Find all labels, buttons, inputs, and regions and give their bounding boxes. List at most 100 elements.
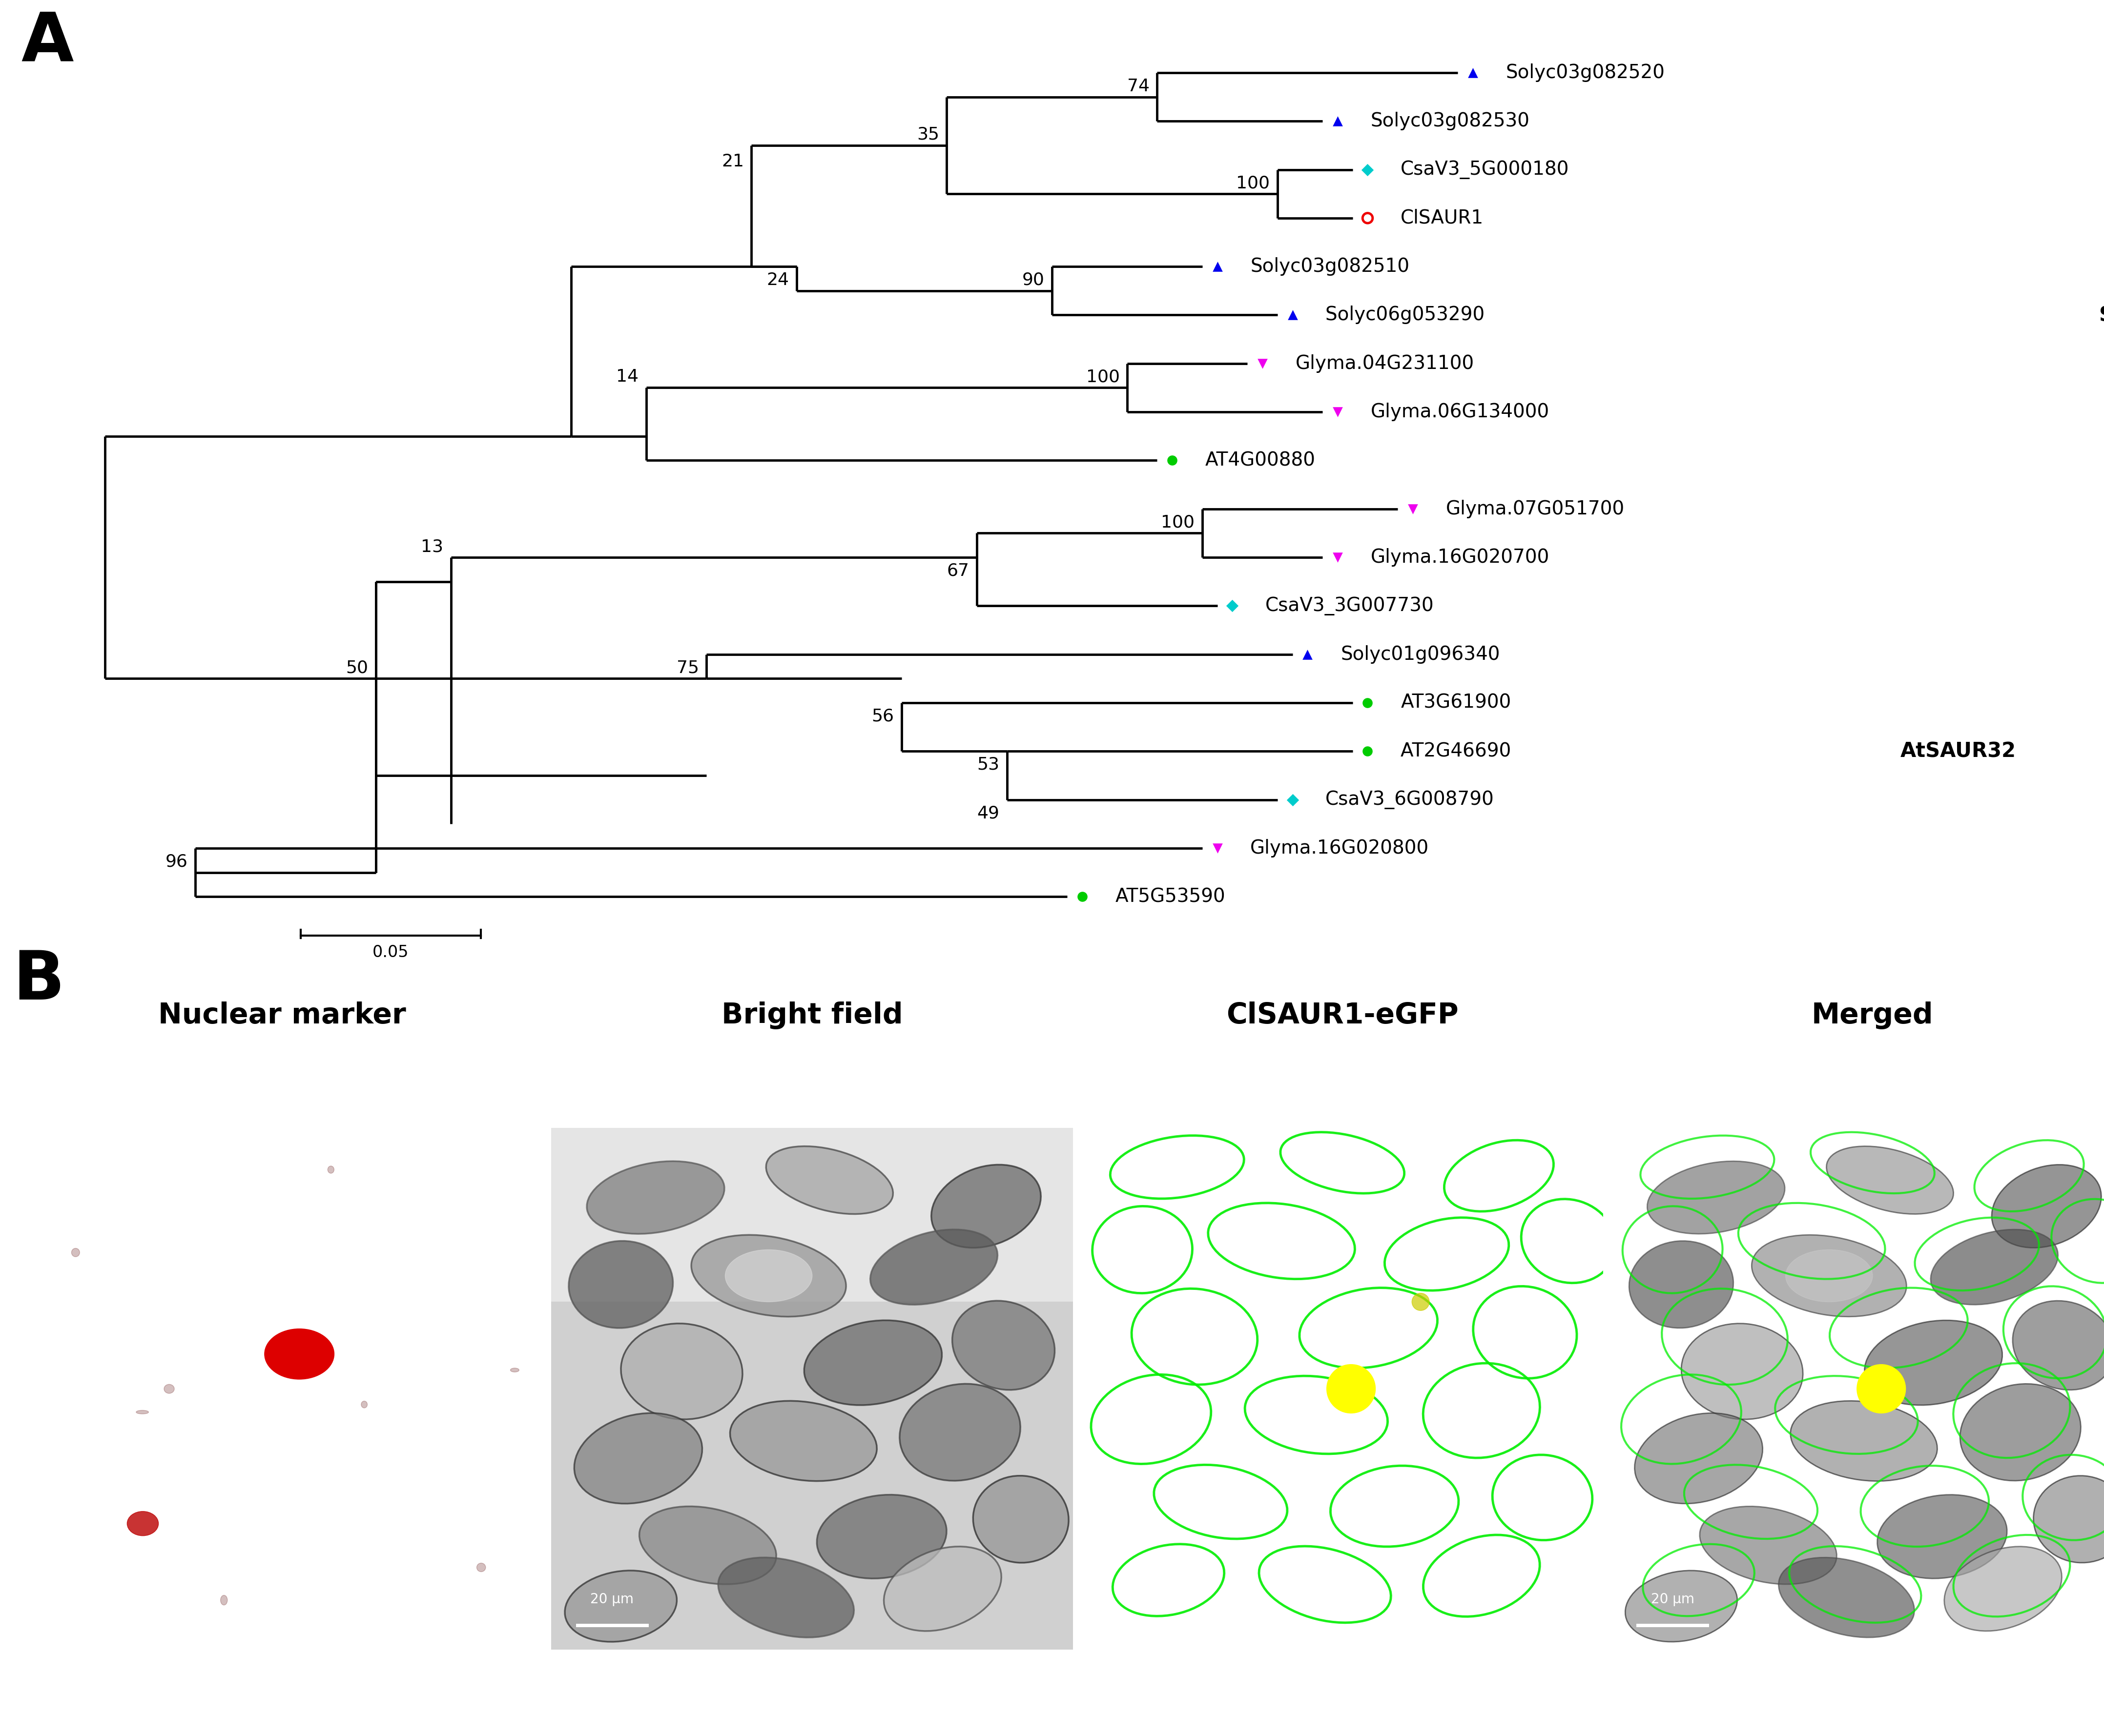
Ellipse shape — [2014, 1300, 2104, 1391]
Text: 49: 49 — [976, 806, 999, 821]
Ellipse shape — [1992, 1165, 2102, 1248]
Ellipse shape — [587, 1161, 724, 1234]
Text: AT4G00880: AT4G00880 — [1206, 451, 1315, 470]
Text: 90: 90 — [1023, 273, 1044, 288]
Text: 20 μm: 20 μm — [1652, 1592, 1694, 1606]
Text: AT2G46690: AT2G46690 — [1401, 741, 1517, 760]
Text: Solyc01g096340: Solyc01g096340 — [1340, 646, 1500, 663]
Point — [1201, 253, 1235, 281]
Point — [1216, 592, 1250, 620]
FancyBboxPatch shape — [551, 1128, 1073, 1302]
Ellipse shape — [164, 1384, 175, 1394]
Text: AT5G53590: AT5G53590 — [1115, 887, 1225, 906]
Ellipse shape — [574, 1413, 703, 1503]
Text: 13: 13 — [421, 538, 444, 556]
Ellipse shape — [1635, 1413, 1763, 1503]
Ellipse shape — [717, 1557, 854, 1637]
Text: 100: 100 — [1161, 514, 1195, 531]
Text: 74: 74 — [1128, 78, 1149, 94]
Text: CsaV3_6G008790: CsaV3_6G008790 — [1326, 790, 1494, 809]
Text: Nuclear marker: Nuclear marker — [158, 1002, 406, 1029]
Ellipse shape — [871, 1229, 997, 1305]
Point — [1321, 398, 1355, 425]
Ellipse shape — [640, 1507, 776, 1585]
Ellipse shape — [1961, 1384, 2081, 1481]
Ellipse shape — [1791, 1401, 1938, 1481]
Text: 20 μm: 20 μm — [1121, 1592, 1164, 1606]
Point — [1321, 543, 1355, 571]
Text: 0.05: 0.05 — [372, 944, 408, 960]
Ellipse shape — [692, 1234, 846, 1316]
Ellipse shape — [884, 1547, 1002, 1632]
Text: 53: 53 — [976, 757, 999, 773]
Text: Merged: Merged — [1812, 1002, 1934, 1029]
Point — [1290, 641, 1323, 668]
Point — [1275, 300, 1309, 328]
Text: B: B — [13, 948, 65, 1014]
Point — [1201, 835, 1235, 863]
Point — [1395, 495, 1429, 523]
Text: 75: 75 — [675, 660, 699, 675]
Text: 56: 56 — [871, 708, 894, 724]
Ellipse shape — [621, 1323, 743, 1420]
Text: Solyc06g053290: Solyc06g053290 — [1326, 306, 1492, 325]
Text: 67: 67 — [947, 562, 970, 580]
Text: 20 μm: 20 μm — [61, 1592, 103, 1606]
Ellipse shape — [221, 1595, 227, 1606]
Text: 50: 50 — [345, 660, 368, 675]
Ellipse shape — [1786, 1250, 1873, 1302]
Text: Glyma.16G020800: Glyma.16G020800 — [1250, 838, 1429, 858]
Point — [1351, 689, 1384, 717]
Text: AtSAUR32: AtSAUR32 — [1900, 741, 2016, 762]
Text: Glyma.07G051700: Glyma.07G051700 — [1445, 500, 1624, 517]
Ellipse shape — [1877, 1495, 2007, 1578]
Ellipse shape — [730, 1401, 877, 1481]
Text: 14: 14 — [616, 368, 640, 385]
Text: 20 μm: 20 μm — [591, 1592, 633, 1606]
Text: 24: 24 — [766, 273, 789, 288]
Ellipse shape — [1700, 1507, 1837, 1585]
Ellipse shape — [1681, 1323, 1803, 1420]
Ellipse shape — [1647, 1161, 1784, 1234]
Text: Glyma.16G020700: Glyma.16G020700 — [1370, 549, 1549, 566]
Ellipse shape — [1753, 1234, 1906, 1316]
FancyBboxPatch shape — [551, 1302, 1073, 1649]
Ellipse shape — [1624, 1571, 1738, 1642]
Text: Glyma.04G231100: Glyma.04G231100 — [1296, 354, 1475, 373]
Text: CsaV3_3G007730: CsaV3_3G007730 — [1265, 597, 1435, 615]
Ellipse shape — [328, 1167, 335, 1174]
Ellipse shape — [1826, 1146, 1953, 1213]
Text: CsaV3_5G000180: CsaV3_5G000180 — [1401, 160, 1570, 179]
Circle shape — [1412, 1293, 1429, 1311]
Ellipse shape — [972, 1476, 1069, 1562]
Ellipse shape — [726, 1250, 812, 1302]
Text: 35: 35 — [917, 127, 938, 142]
Text: 100: 100 — [1086, 368, 1119, 385]
Ellipse shape — [2032, 1476, 2104, 1562]
Text: AT3G61900: AT3G61900 — [1401, 693, 1511, 712]
Point — [1351, 205, 1384, 233]
Text: Solyc03g082520: Solyc03g082520 — [1506, 64, 1664, 82]
Text: ClSAUR1-eGFP: ClSAUR1-eGFP — [1227, 1002, 1458, 1029]
Ellipse shape — [568, 1241, 673, 1328]
Text: Glyma.06G134000: Glyma.06G134000 — [1370, 403, 1549, 422]
Ellipse shape — [564, 1571, 677, 1642]
Text: Solyc03g082510: Solyc03g082510 — [1250, 257, 1410, 276]
Text: 96: 96 — [166, 854, 187, 870]
Point — [1321, 108, 1355, 135]
Ellipse shape — [362, 1401, 368, 1408]
Ellipse shape — [511, 1368, 520, 1371]
Ellipse shape — [1931, 1229, 2058, 1305]
Ellipse shape — [1778, 1557, 1915, 1637]
Ellipse shape — [804, 1321, 943, 1404]
Ellipse shape — [126, 1512, 158, 1536]
Circle shape — [1858, 1364, 1906, 1413]
Ellipse shape — [953, 1300, 1054, 1391]
Ellipse shape — [1944, 1547, 2062, 1632]
Point — [1065, 882, 1098, 910]
Text: A: A — [21, 10, 74, 75]
Point — [1275, 786, 1309, 814]
Ellipse shape — [816, 1495, 947, 1578]
Ellipse shape — [932, 1165, 1041, 1248]
Ellipse shape — [478, 1562, 486, 1571]
